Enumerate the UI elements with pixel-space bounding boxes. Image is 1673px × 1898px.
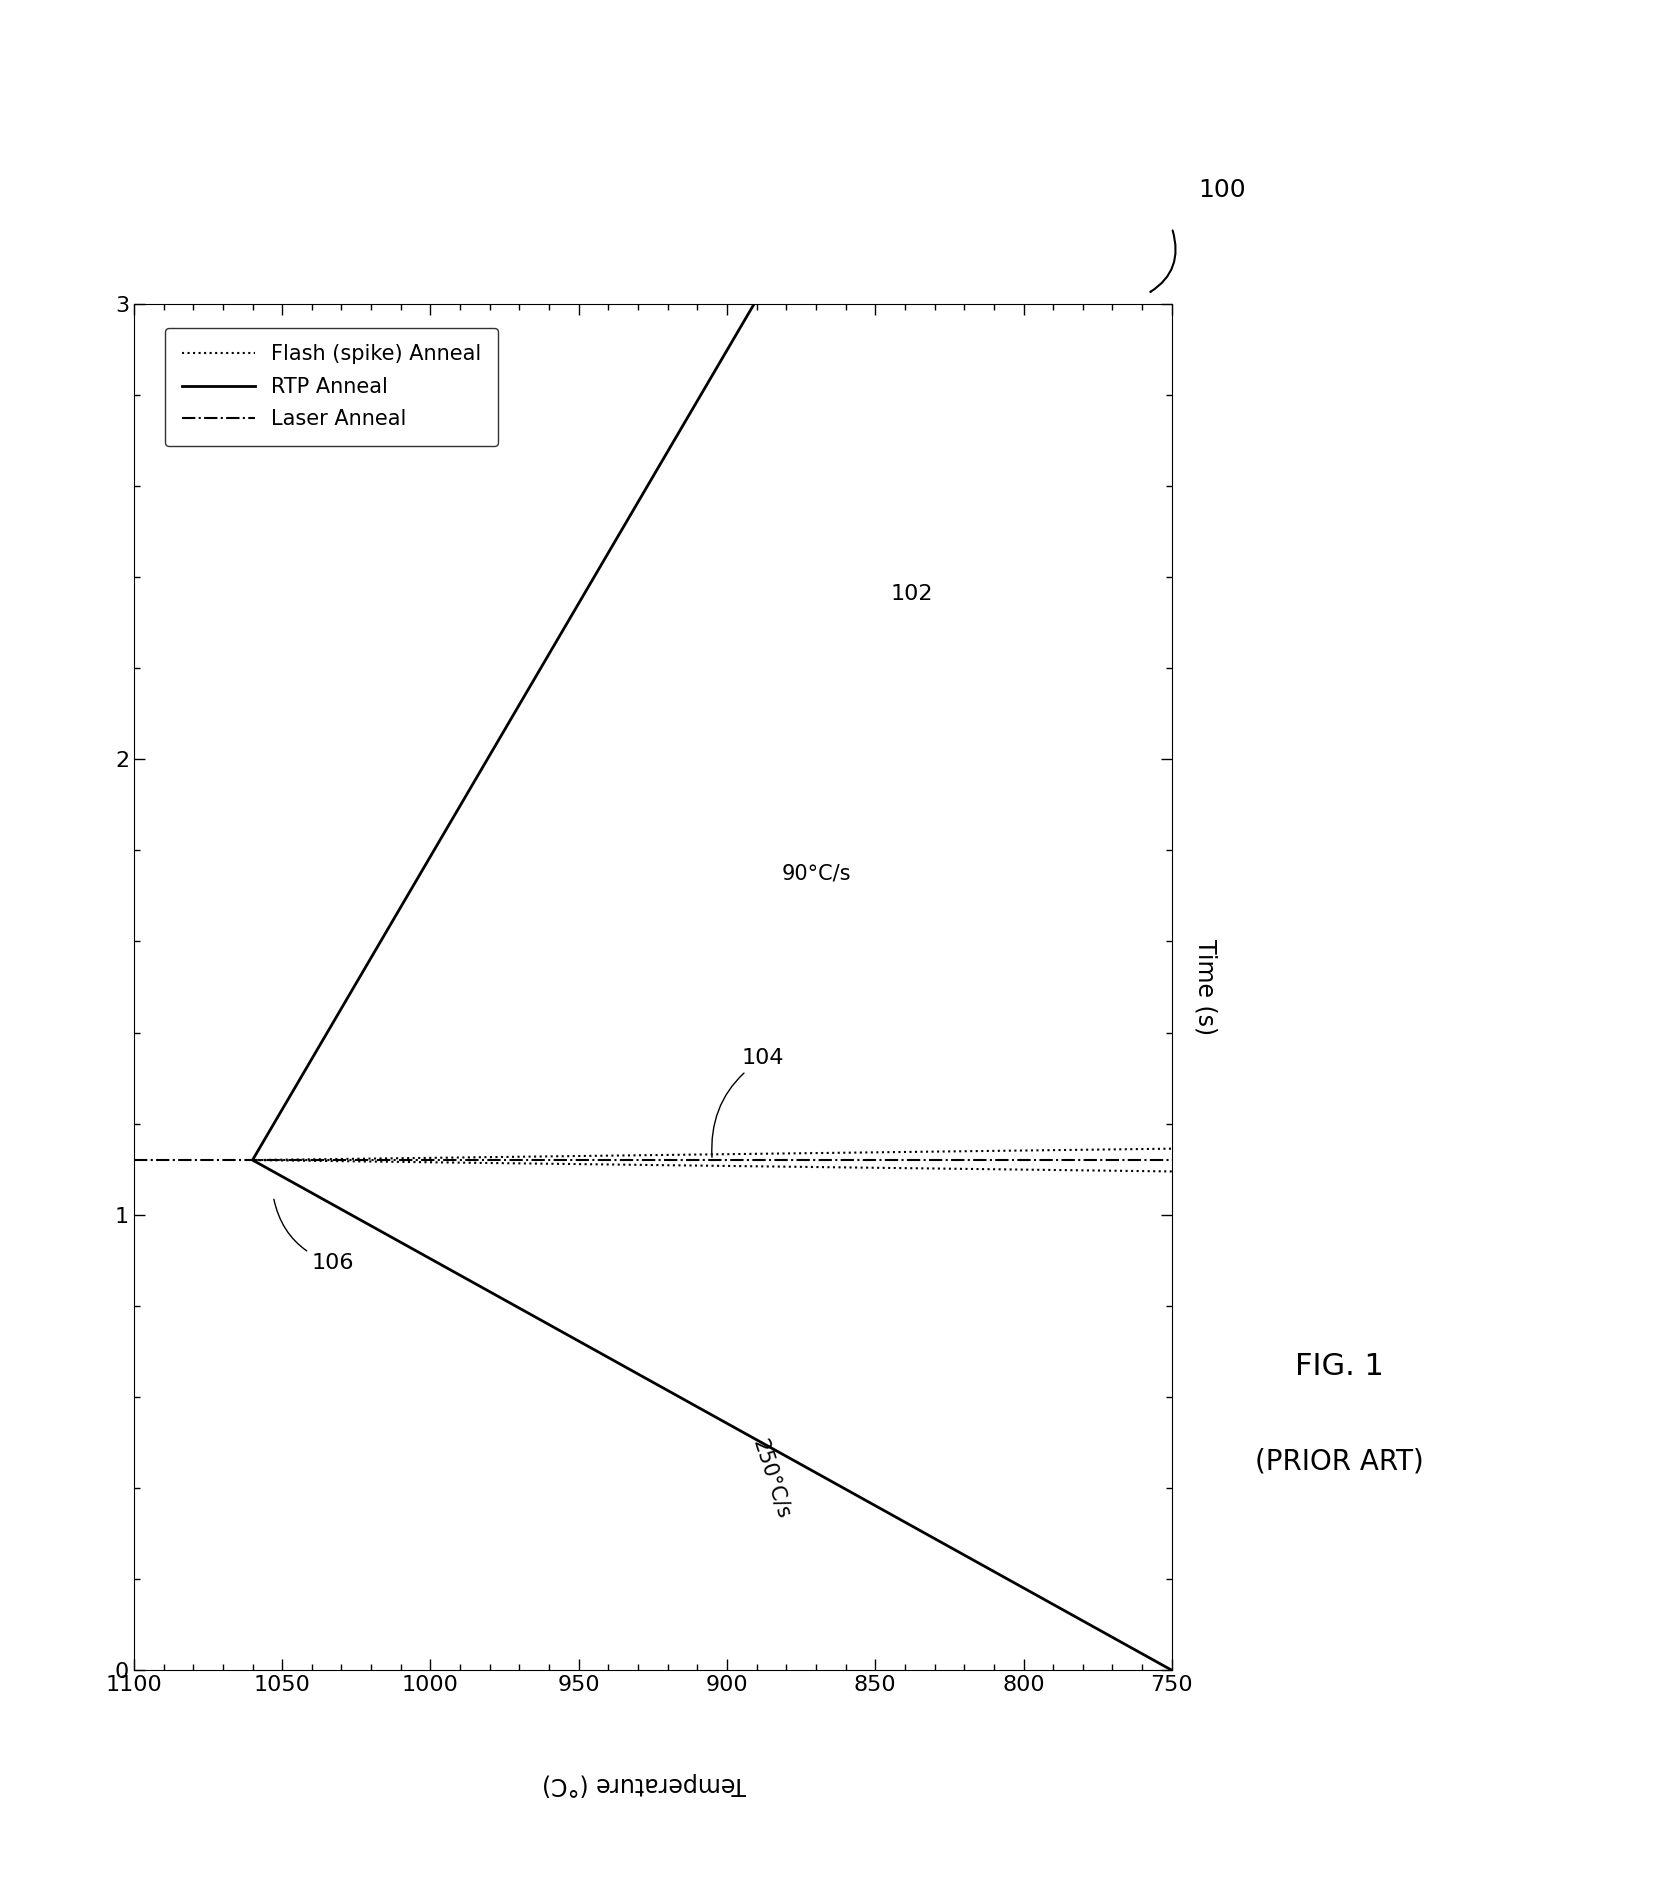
Text: Temperature (°C): Temperature (°C)	[542, 1773, 746, 1796]
Legend: Flash (spike) Anneal, RTP Anneal, Laser Anneal: Flash (spike) Anneal, RTP Anneal, Laser …	[166, 328, 499, 446]
Text: 102: 102	[890, 585, 932, 604]
Text: 100: 100	[1198, 178, 1245, 201]
Text: (PRIOR ART): (PRIOR ART)	[1255, 1448, 1422, 1475]
Text: FIG. 1: FIG. 1	[1293, 1351, 1384, 1382]
Text: 250°C/s: 250°C/s	[750, 1437, 793, 1522]
Text: Time (s): Time (s)	[1193, 940, 1216, 1034]
Text: 104: 104	[711, 1048, 785, 1158]
Text: 106: 106	[274, 1200, 355, 1274]
Text: 90°C/s: 90°C/s	[781, 864, 850, 883]
